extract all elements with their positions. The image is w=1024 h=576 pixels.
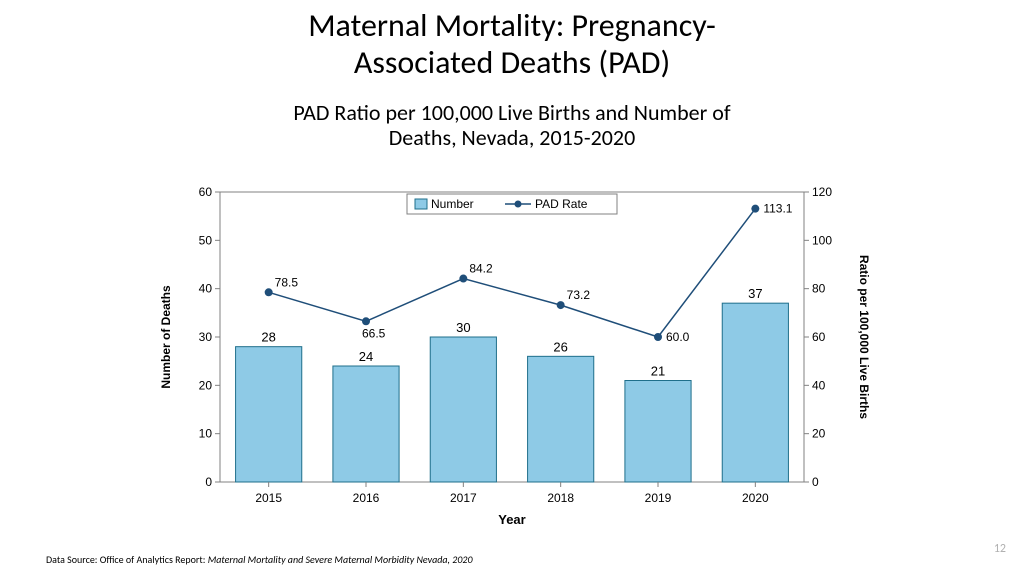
bar-value-label: 24 — [359, 349, 373, 364]
legend-swatch-line — [515, 201, 522, 208]
bar-value-label: 28 — [261, 330, 275, 345]
svg-text:80: 80 — [812, 282, 826, 296]
x-tick-label: 2018 — [547, 491, 574, 505]
bar-value-label: 30 — [456, 320, 470, 335]
x-tick-label: 2017 — [450, 491, 477, 505]
title-line1: Maternal Mortality: Pregnancy- — [308, 6, 716, 45]
x-tick-label: 2016 — [353, 491, 380, 505]
line-marker — [557, 301, 565, 309]
title-line2: Associated Deaths (PAD) — [354, 43, 670, 82]
bar — [236, 347, 302, 482]
svg-text:0: 0 — [205, 475, 212, 489]
line-marker — [459, 275, 467, 283]
footer-source: Maternal Mortality and Severe Maternal M… — [208, 553, 473, 566]
footer-label: Data Source: Office of Analytics Report: — [46, 553, 208, 566]
line-value-label: 73.2 — [567, 288, 591, 302]
svg-text:50: 50 — [199, 233, 213, 247]
line-marker — [654, 333, 662, 341]
data-source-footer: Data Source: Office of Analytics Report:… — [46, 553, 473, 566]
line-marker — [751, 205, 759, 213]
bar-value-label: 26 — [553, 339, 567, 354]
y-left-axis-label: Number of Deaths — [159, 285, 173, 389]
line-value-label: 78.5 — [275, 275, 299, 289]
svg-text:100: 100 — [812, 233, 832, 247]
chart-svg: 0 10 20 30 40 50 60 0 20 40 60 80 100 120 28 24 30 26 21 37… — [152, 182, 872, 530]
svg-text:30: 30 — [199, 330, 213, 344]
line-value-label: 60.0 — [666, 330, 690, 344]
bar — [625, 381, 691, 483]
line-value-label: 66.5 — [362, 326, 386, 340]
bar — [528, 356, 594, 482]
page-title: Maternal Mortality: Pregnancy- Associate… — [0, 0, 1024, 82]
svg-text:60: 60 — [812, 330, 826, 344]
legend-swatch-bar — [415, 199, 427, 209]
svg-text:0: 0 — [812, 475, 819, 489]
line-marker — [362, 317, 370, 325]
bar — [333, 366, 399, 482]
bar-value-label: 21 — [651, 364, 665, 379]
chart-subtitle: PAD Ratio per 100,000 Live Births and Nu… — [0, 100, 1024, 151]
svg-text:60: 60 — [199, 185, 213, 199]
x-tick-label: 2019 — [645, 491, 672, 505]
line-marker — [265, 288, 273, 296]
legend-label-bar: Number — [431, 197, 474, 211]
svg-text:20: 20 — [812, 427, 826, 441]
bar — [722, 303, 788, 482]
subtitle-line2: Deaths, Nevada, 2015-2020 — [389, 124, 636, 151]
line-value-label: 84.2 — [469, 262, 493, 276]
y-right-axis-label: Ratio per 100,000 Live Births — [857, 255, 871, 419]
svg-text:40: 40 — [812, 378, 826, 392]
subtitle-line1: PAD Ratio per 100,000 Live Births and Nu… — [293, 99, 730, 126]
bar — [430, 337, 496, 482]
chart-container: 0 10 20 30 40 50 60 0 20 40 60 80 100 120 28 24 30 26 21 37… — [152, 182, 872, 530]
legend-label-line: PAD Rate — [535, 197, 588, 211]
line-value-label: 113.1 — [763, 202, 792, 216]
x-tick-label: 2015 — [255, 491, 282, 505]
svg-text:40: 40 — [199, 282, 213, 296]
svg-text:10: 10 — [199, 427, 213, 441]
svg-text:120: 120 — [812, 185, 832, 199]
x-axis-label: Year — [498, 512, 525, 527]
x-tick-label: 2020 — [742, 491, 769, 505]
bar-value-label: 37 — [748, 286, 762, 301]
page-number: 12 — [994, 542, 1006, 556]
svg-text:20: 20 — [199, 378, 213, 392]
